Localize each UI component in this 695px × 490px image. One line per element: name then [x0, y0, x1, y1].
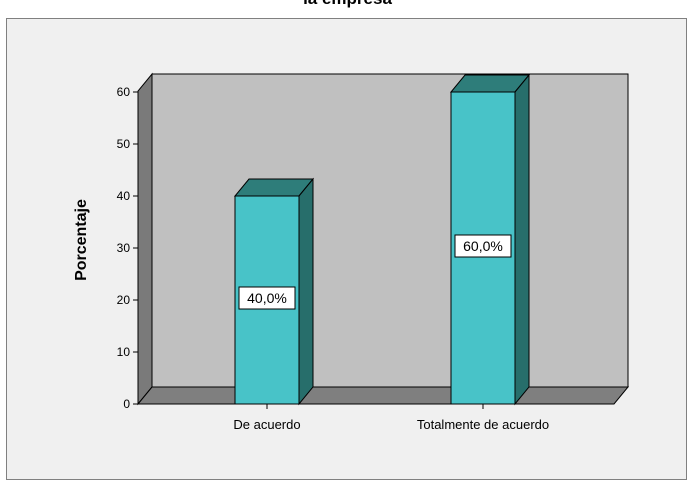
- y-tick-label: 0: [123, 397, 130, 411]
- back-wall: [151, 73, 629, 388]
- data-label-box: [238, 286, 296, 310]
- floor: [136, 386, 630, 405]
- bar-side-face: [514, 73, 530, 406]
- x-tick-label: Totalmente de acuerdo: [417, 417, 549, 432]
- data-label: 40,0%: [247, 290, 287, 306]
- data-label: 60,0%: [463, 238, 503, 254]
- y-axis-label: Porcentaje: [73, 199, 90, 281]
- y-tick-label: 60: [117, 85, 131, 99]
- y-tick-label: 10: [117, 345, 131, 359]
- chart-title: la empresa: [0, 0, 695, 9]
- bar-side-face: [298, 177, 314, 406]
- side-wall: [137, 72, 153, 406]
- data-label-box: [454, 234, 512, 258]
- y-tick-label: 20: [117, 293, 131, 307]
- y-tick-label: 50: [117, 137, 131, 151]
- y-tick-label: 40: [117, 189, 131, 203]
- x-tick-label: De acuerdo: [233, 417, 300, 432]
- y-tick-label: 30: [117, 241, 131, 255]
